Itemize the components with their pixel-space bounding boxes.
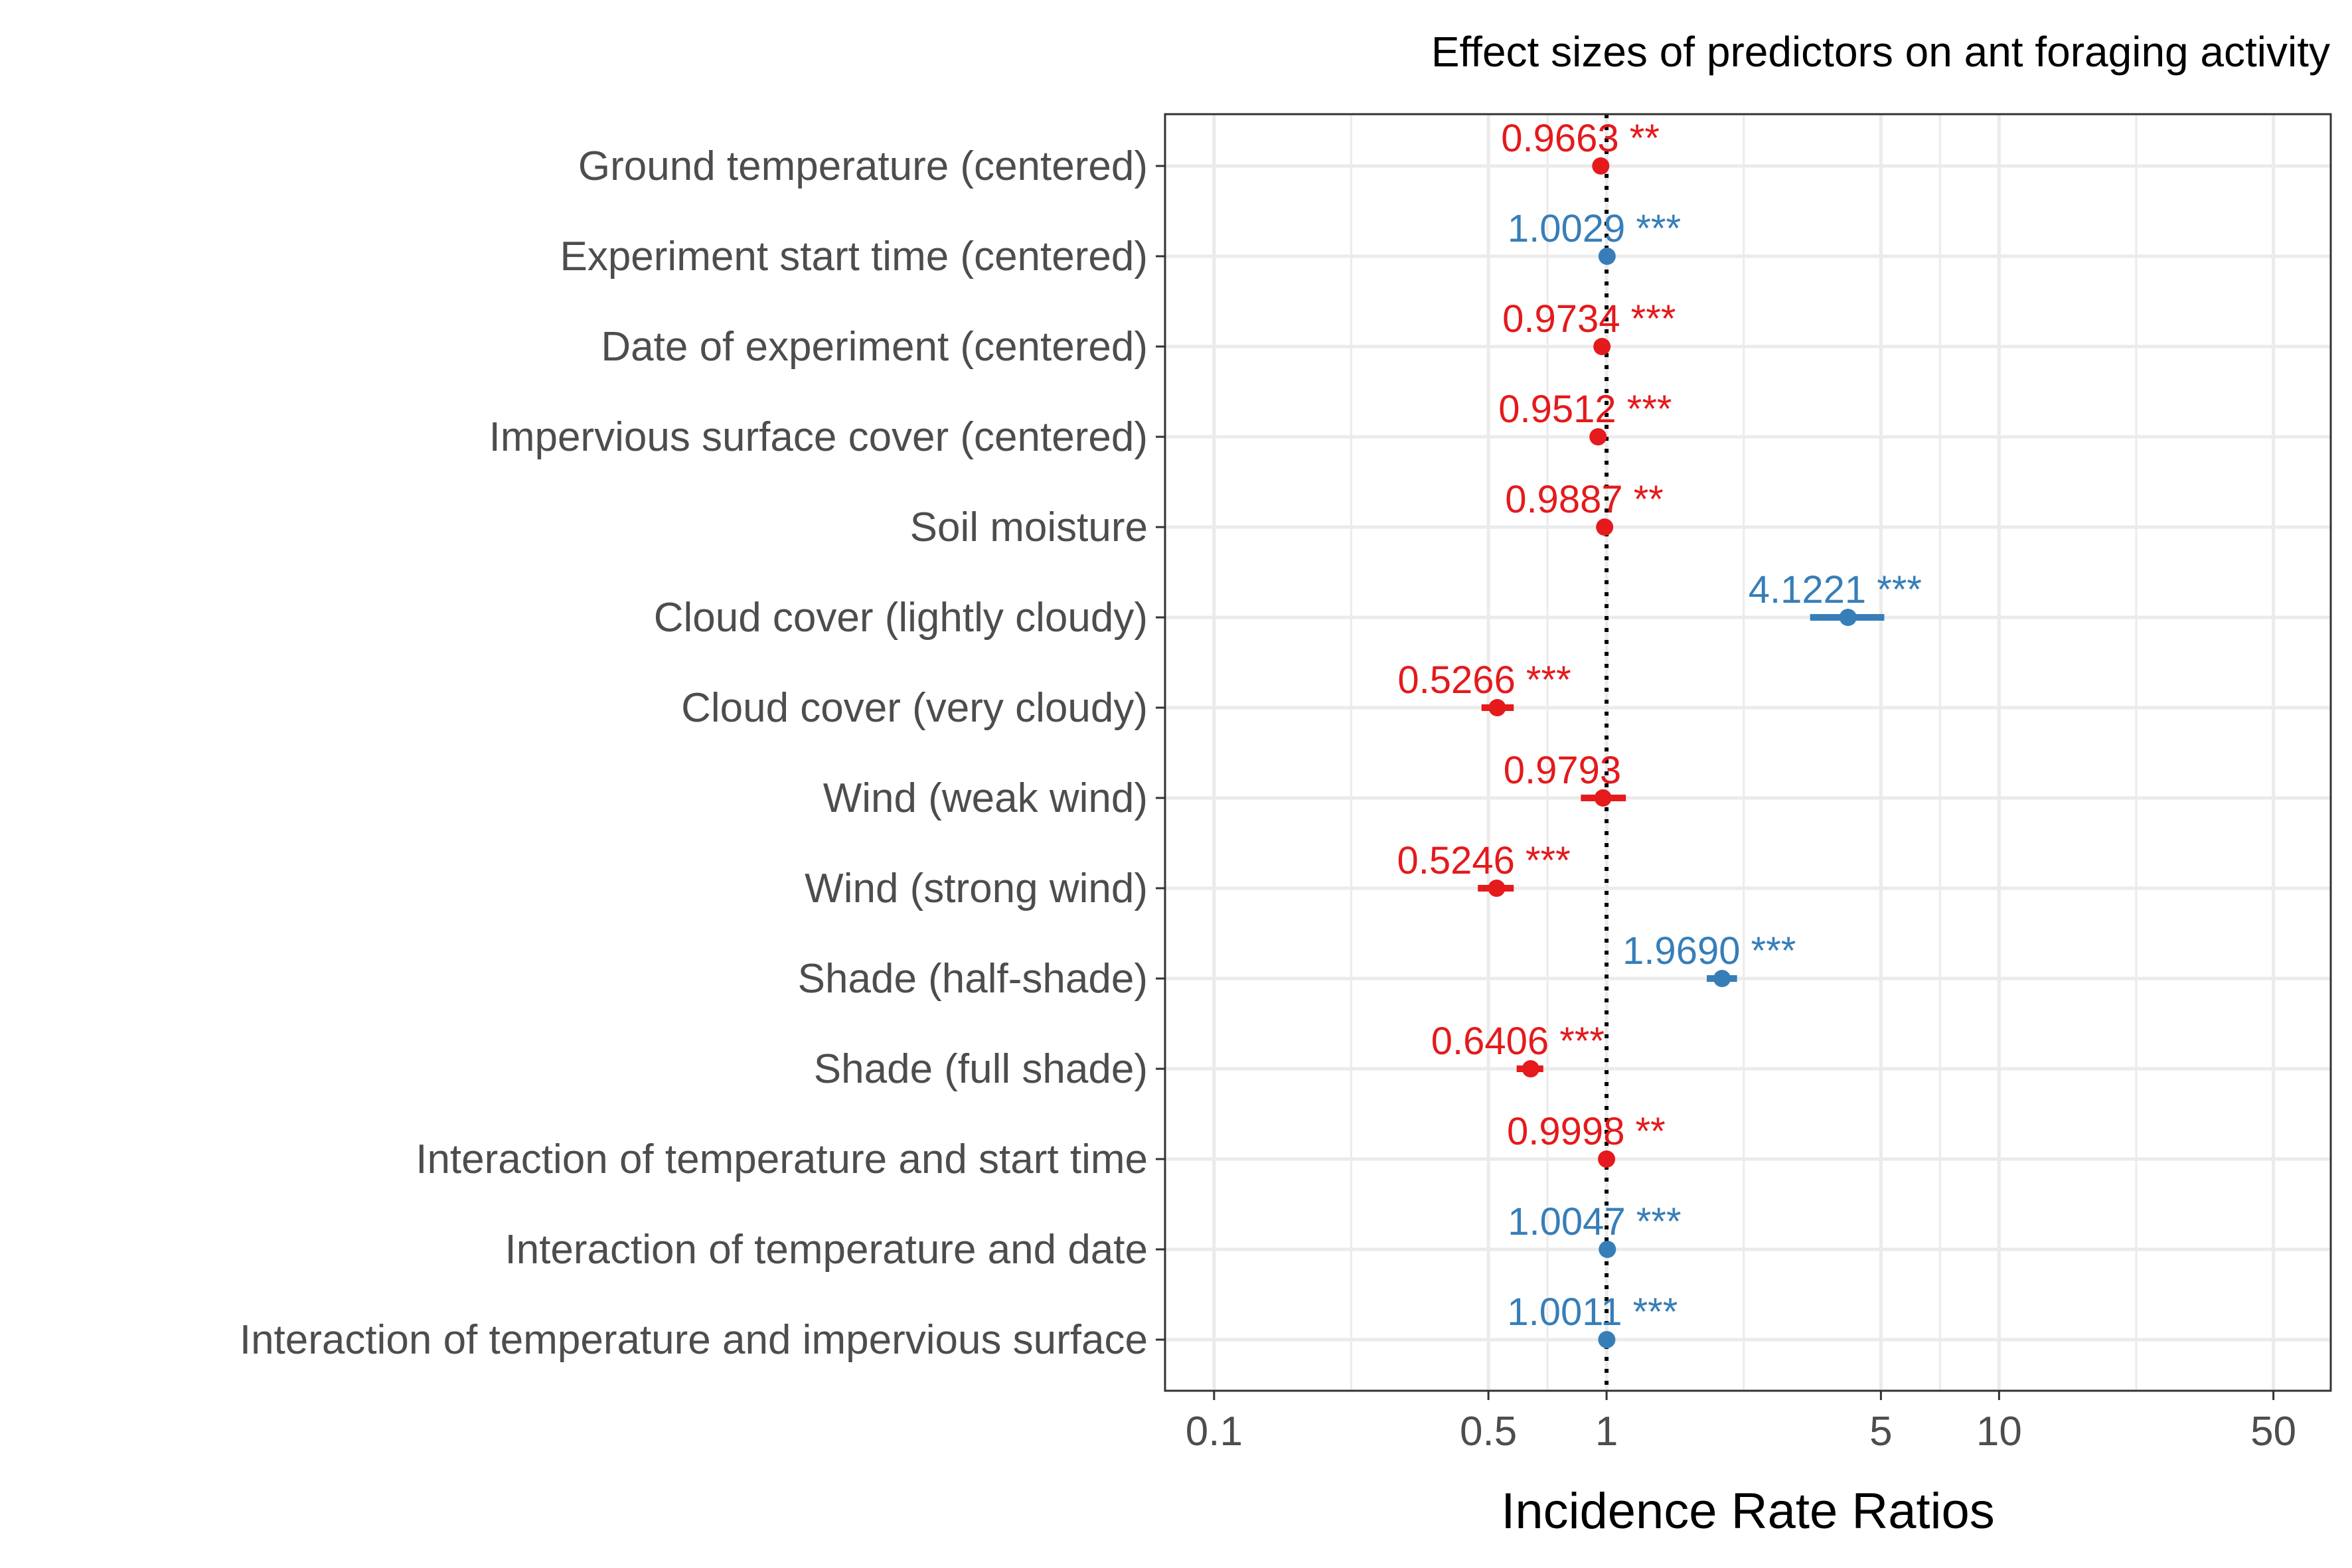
- x-axis: 0.1 0.5 1 5 10 50: [1186, 1391, 2296, 1454]
- chart-title: Effect sizes of predictors on ant foragi…: [1431, 28, 2330, 76]
- estimate-point: [1488, 699, 1506, 716]
- y-category-label: Experiment start time (centered): [560, 234, 1148, 279]
- y-category-label: Cloud cover (very cloudy): [681, 685, 1148, 731]
- data-label: 0.9512 ***: [1498, 388, 1672, 431]
- estimate-point: [1594, 789, 1612, 807]
- x-tick-label: 0.1: [1186, 1409, 1243, 1454]
- x-tick-label: 1: [1595, 1409, 1618, 1454]
- data-label: 0.9793: [1504, 749, 1621, 792]
- y-category-label: Impervious surface cover (centered): [489, 414, 1148, 460]
- estimates: 0.9663 ** 1.0029 *** 0.9734 *** 0.9512 *** 0…: [1397, 117, 1922, 1348]
- estimate-point: [1589, 428, 1607, 445]
- estimate-point: [1488, 880, 1506, 897]
- estimate-point: [1713, 970, 1731, 987]
- data-label: 0.9887 **: [1505, 478, 1664, 521]
- plot-panel-background: [1165, 114, 2331, 1391]
- estimate-point: [1839, 609, 1857, 626]
- x-tick-label: 50: [2250, 1409, 2296, 1454]
- data-label: 0.9998 **: [1507, 1110, 1666, 1153]
- data-label: 1.0047 ***: [1508, 1200, 1681, 1243]
- plot-panel-border: [1164, 113, 2332, 1392]
- y-category-label: Interaction of temperature and imperviou…: [240, 1317, 1148, 1363]
- y-category-label: Cloud cover (lightly cloudy): [654, 595, 1148, 641]
- y-category-label: Date of experiment (centered): [601, 324, 1148, 370]
- y-category-label: Interaction of temperature and start tim…: [416, 1137, 1148, 1182]
- x-tick-label: 5: [1869, 1409, 1892, 1454]
- estimate-point: [1593, 338, 1611, 355]
- y-axis: Ground temperature (centered) Experiment …: [240, 143, 1165, 1363]
- y-category-label: Wind (strong wind): [805, 866, 1148, 911]
- x-tick-label: 10: [1976, 1409, 2022, 1454]
- data-label: 1.9690 ***: [1622, 929, 1796, 973]
- x-tick-label: 0.5: [1460, 1409, 1517, 1454]
- estimate-point: [1598, 248, 1616, 265]
- y-category-label: Soil moisture: [910, 505, 1148, 550]
- data-label: 0.9663 **: [1501, 117, 1660, 160]
- data-label: 0.5266 ***: [1397, 659, 1571, 702]
- estimate-point: [1598, 1150, 1616, 1168]
- x-axis-title: Incidence Rate Ratios: [1501, 1483, 1995, 1539]
- y-category-label: Shade (half-shade): [798, 956, 1148, 1002]
- estimate-point: [1592, 157, 1610, 175]
- estimate-point: [1598, 1331, 1616, 1348]
- y-category-label: Ground temperature (centered): [578, 143, 1148, 189]
- estimate-point: [1596, 518, 1614, 536]
- data-label: 0.5246 ***: [1397, 839, 1570, 882]
- data-label: 1.0011 ***: [1507, 1291, 1678, 1334]
- data-label: 1.0029 ***: [1508, 207, 1681, 250]
- estimate-point: [1522, 1060, 1539, 1077]
- data-label: 4.1221 ***: [1749, 568, 1922, 611]
- estimate-point: [1599, 1241, 1616, 1258]
- gridlines: [1165, 114, 2331, 1391]
- y-category-label: Wind (weak wind): [823, 775, 1148, 821]
- y-category-label: Interaction of temperature and date: [505, 1227, 1148, 1273]
- y-category-label: Shade (full shade): [814, 1046, 1148, 1092]
- data-label: 0.9734 ***: [1502, 297, 1676, 341]
- data-label: 0.6406 ***: [1431, 1020, 1605, 1063]
